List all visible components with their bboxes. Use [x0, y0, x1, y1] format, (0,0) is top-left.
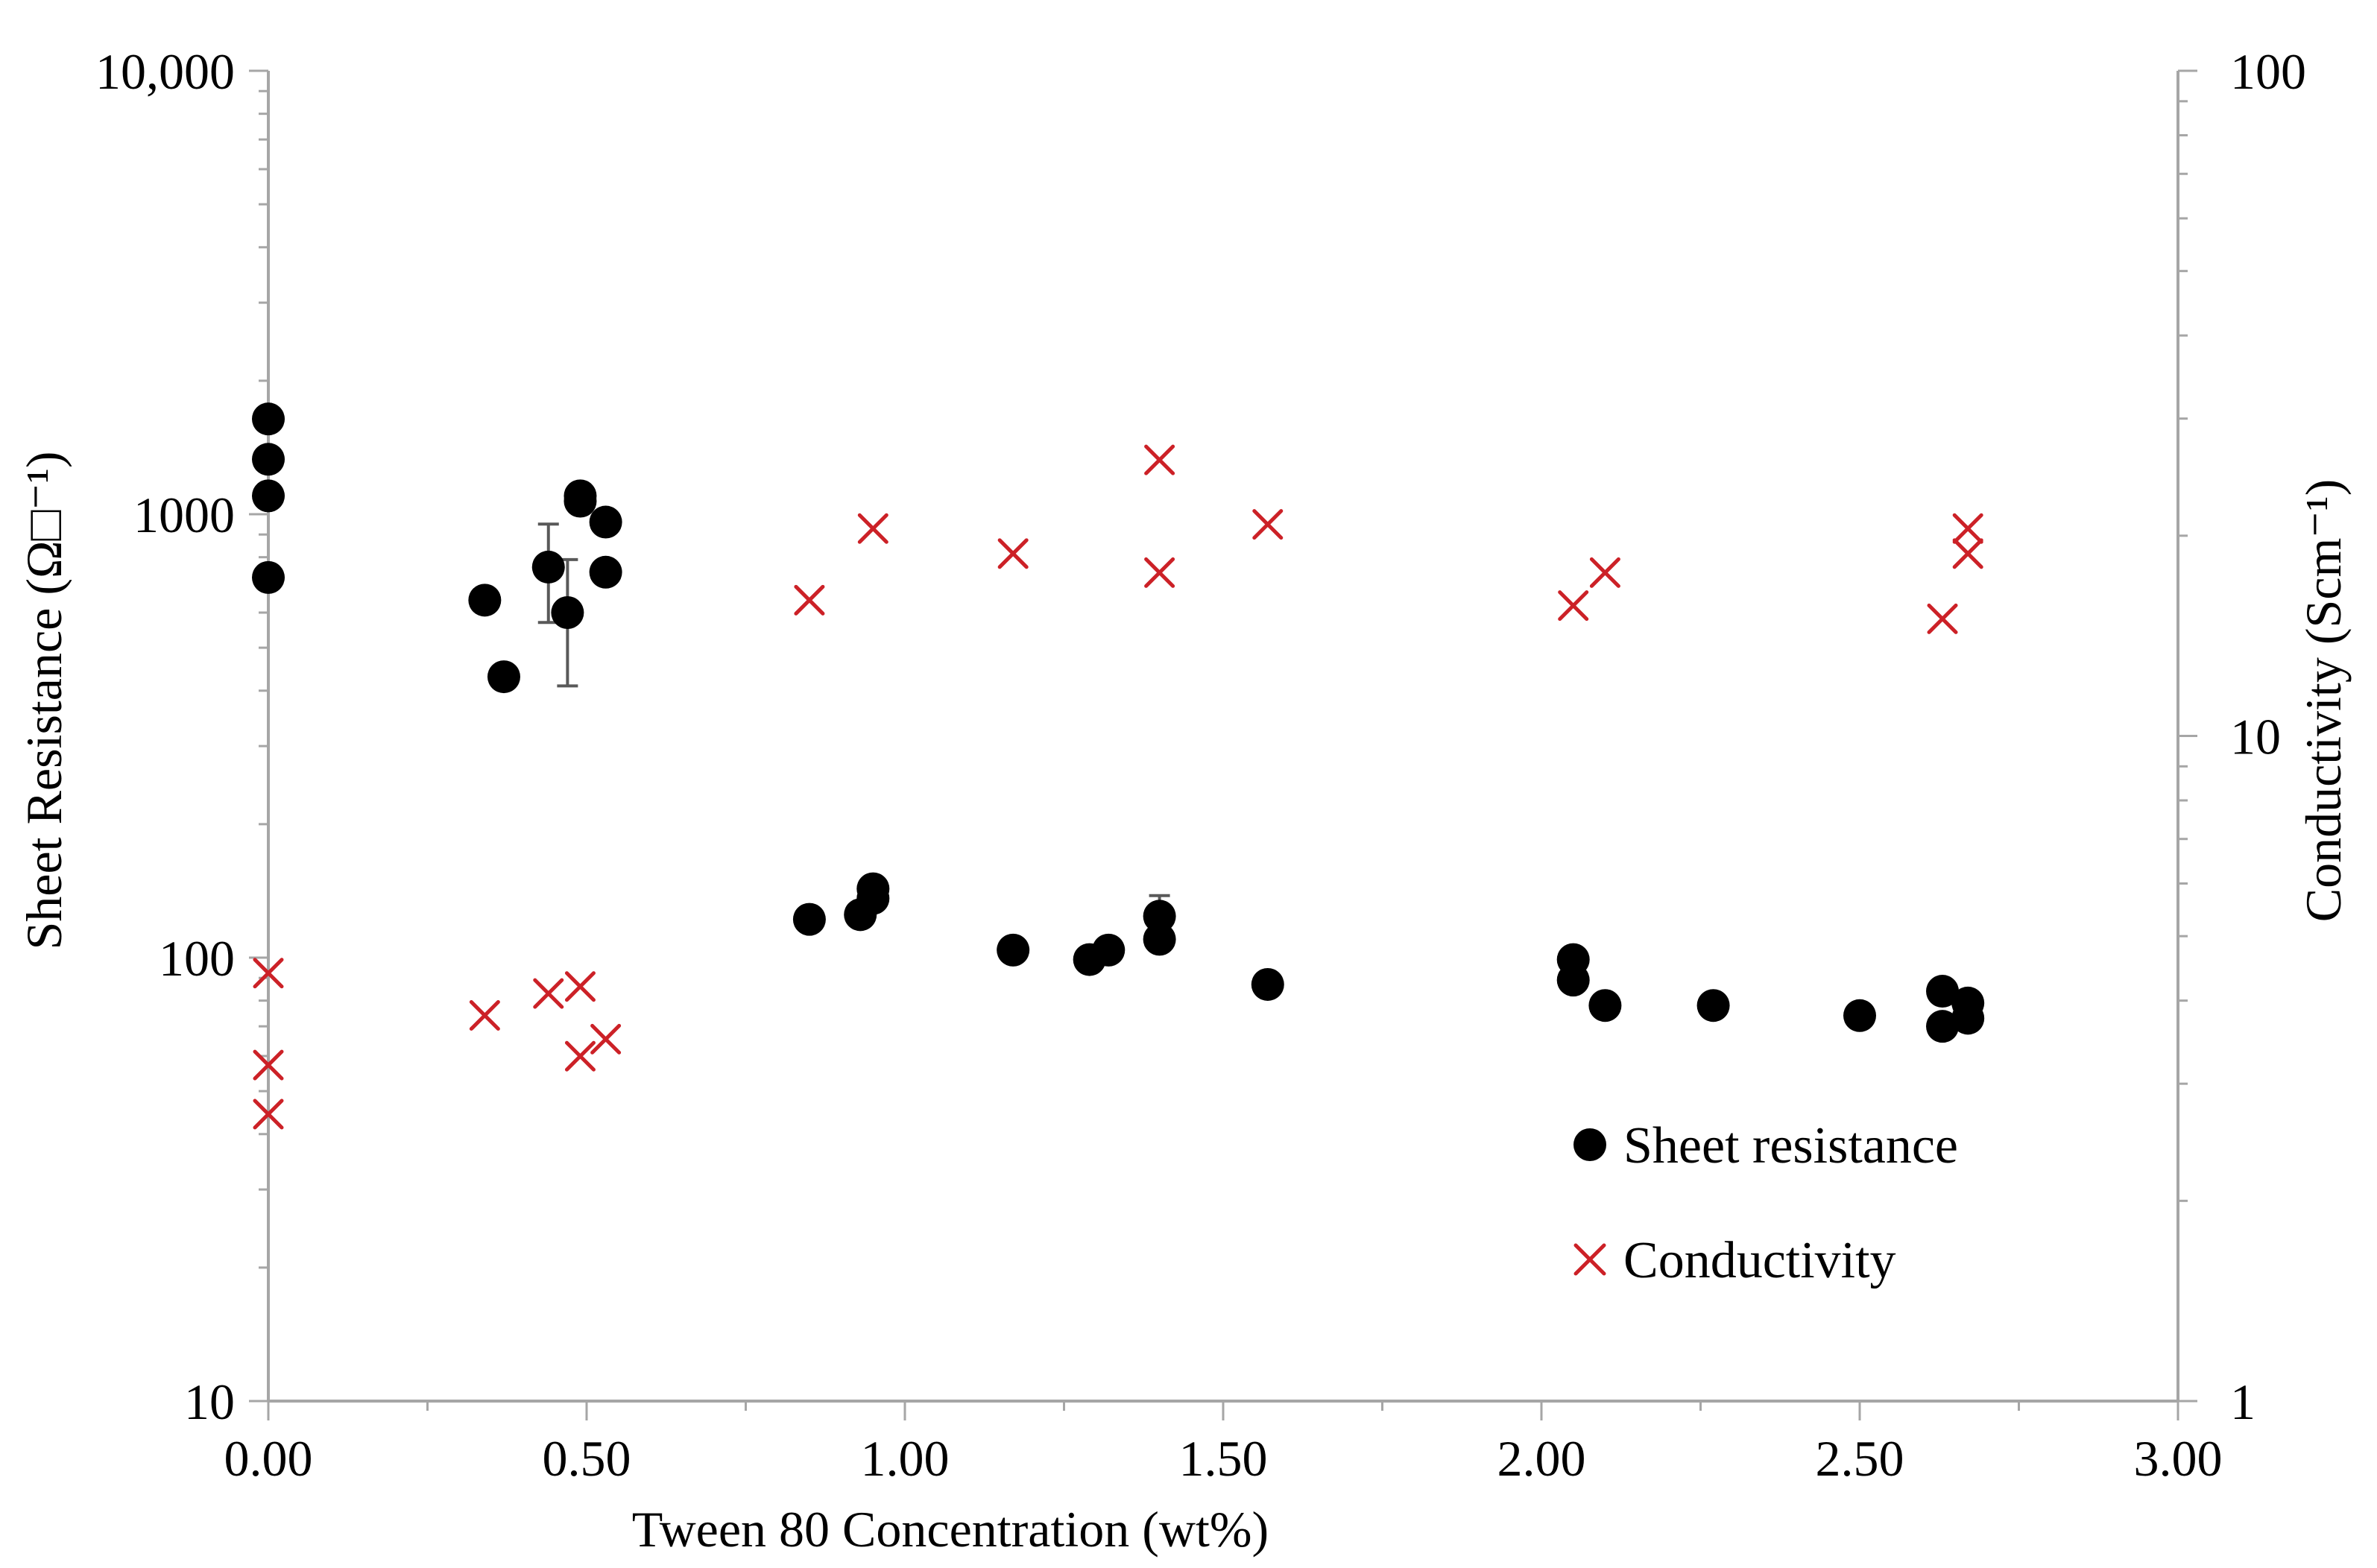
sheet-resistance-point	[252, 560, 285, 594]
sheet-resistance-point	[531, 550, 565, 584]
y-tick-label: 10	[184, 1373, 235, 1430]
legend-label-sheet-resistance: Sheet resistance	[1623, 1117, 1958, 1175]
y-axis-title: Sheet Resistance (Ω□⁻¹)	[16, 451, 72, 949]
sheet-resistance-point	[1556, 964, 1590, 997]
y-tick-label: 100	[159, 930, 235, 987]
sheet-resistance-point	[468, 584, 502, 617]
y-tick-label: 10,000	[95, 43, 235, 100]
sheet-resistance-point	[252, 479, 285, 513]
x-axis-title: Tween 80 Concentration (wt%)	[632, 1501, 1269, 1558]
legend-marker-sheet-resistance	[1573, 1128, 1606, 1161]
sheet-resistance-point	[252, 402, 285, 436]
conductivity-point	[253, 958, 284, 989]
sheet-resistance-point	[1143, 900, 1176, 933]
sheet-resistance-point	[1926, 975, 1960, 1008]
tick-labels: 0.00 0.50 1.00 1.50 2.00 2.50 3.00 10 100 1000 10,…	[95, 43, 2306, 1487]
sheet-resistance-point	[252, 443, 285, 476]
sheet-resistance-point	[551, 596, 584, 629]
x-tick-label: 2.50	[1816, 1430, 1904, 1487]
axes	[249, 69, 2197, 1420]
conductivity-point	[253, 1049, 284, 1081]
error-bars	[537, 522, 1170, 941]
x-tick-label: 1.00	[861, 1430, 950, 1487]
y-tick-label: 1000	[133, 487, 235, 543]
conductivity-point	[857, 513, 888, 544]
sheet-resistance-point	[487, 660, 520, 694]
sheet-resistance-point	[564, 484, 597, 518]
sheet-resistance-point	[1843, 999, 1876, 1032]
x-tick-label: 0.50	[543, 1430, 631, 1487]
sheet-resistance-point	[1092, 933, 1126, 967]
sheet-resistance-point	[1926, 1010, 1960, 1043]
sheet-resistance-point	[589, 505, 622, 539]
x-tick-label: 0.00	[224, 1430, 313, 1487]
sheet-resistance-point	[1696, 989, 1730, 1022]
conductivity-point	[590, 1023, 622, 1055]
conductivity-point	[533, 978, 564, 1009]
conductivity-point	[794, 584, 825, 616]
legend: Sheet resistance Conductivity	[1573, 1117, 1958, 1289]
conductivity-point	[1927, 603, 1958, 634]
conductivity-point	[469, 1000, 500, 1031]
x-tick-label: 2.00	[1497, 1430, 1586, 1487]
data-marks	[252, 402, 1985, 1130]
conductivity-point	[1144, 444, 1175, 475]
sheet-resistance-point	[997, 933, 1030, 967]
conductivity-point	[564, 1040, 596, 1072]
sheet-resistance-point	[589, 555, 622, 589]
sheet-resistance-point	[1143, 923, 1176, 956]
legend-label-conductivity: Conductivity	[1623, 1232, 1896, 1289]
conductivity-point	[253, 1098, 284, 1130]
sheet-resistance-point	[792, 902, 826, 936]
y2-tick-label: 10	[2230, 709, 2281, 765]
x-tick-label: 1.50	[1179, 1430, 1268, 1487]
conductivity-point	[997, 538, 1029, 569]
conductivity-point	[1558, 590, 1589, 622]
x-tick-label: 3.00	[2134, 1430, 2223, 1487]
conductivity-point	[564, 971, 596, 1002]
conductivity-point	[1952, 538, 1983, 569]
y2-axis-title: Conductivity (Scm⁻¹)	[2295, 479, 2352, 923]
sheet-resistance-point	[1588, 989, 1622, 1022]
y2-tick-label: 1	[2230, 1373, 2256, 1430]
sheet-resistance-point	[1951, 1002, 1985, 1035]
conductivity-point	[1252, 509, 1284, 540]
conductivity-point	[1589, 557, 1620, 588]
legend-marker-conductivity	[1573, 1243, 1606, 1276]
y2-tick-label: 100	[2230, 43, 2306, 100]
conductivity-point	[1144, 557, 1175, 588]
sheet-resistance-point	[1251, 967, 1284, 1001]
sheet-resistance-point	[856, 882, 890, 915]
conductivity-point	[1952, 513, 1983, 544]
